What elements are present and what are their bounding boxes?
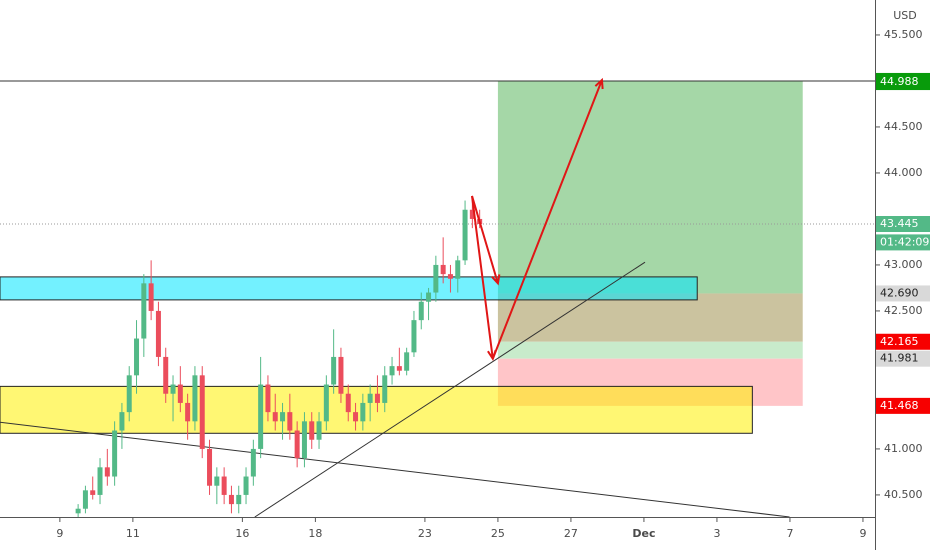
- candle-body: [353, 412, 359, 422]
- candle-body: [418, 301, 424, 321]
- candle-body: [360, 402, 366, 422]
- y-tick-label: 42.500: [884, 304, 923, 317]
- candle-body: [462, 209, 468, 261]
- candle-body: [404, 352, 410, 371]
- candle-body: [338, 356, 344, 394]
- x-tick-label: 11: [126, 527, 140, 540]
- zone: [497, 80, 803, 294]
- price-label-bg: [876, 333, 930, 350]
- candle-body: [170, 384, 176, 394]
- price-label-bg: [876, 285, 930, 302]
- x-tick-label: 23: [418, 527, 432, 540]
- y-tick-label: 40.500: [884, 488, 923, 501]
- price-label-bg: [876, 234, 930, 251]
- zone: [497, 341, 803, 359]
- price-label: 42.690: [880, 286, 919, 299]
- price-label-bg: [876, 350, 930, 367]
- candle-body: [272, 412, 278, 422]
- price-label: 43.445: [880, 217, 919, 230]
- candle-body: [258, 384, 264, 449]
- candle-body: [433, 264, 439, 293]
- candle-body: [228, 494, 234, 505]
- candle-body: [316, 421, 322, 440]
- candle-body: [141, 283, 147, 339]
- candle-body: [104, 467, 110, 477]
- candle-body: [367, 393, 373, 403]
- plot-area: [0, 77, 875, 517]
- x-tick-label: 3: [713, 527, 720, 540]
- candle-body: [236, 494, 242, 505]
- candle-body: [199, 375, 205, 449]
- candle-body: [82, 490, 88, 509]
- candle-body: [97, 467, 103, 495]
- candle-body: [382, 375, 388, 403]
- price-label: 01:42:09: [880, 235, 929, 248]
- candle-body: [374, 393, 380, 403]
- y-tick-label: 43.000: [884, 258, 923, 271]
- candle-body: [440, 264, 446, 275]
- zone: [0, 385, 753, 434]
- price-label-bg: [876, 74, 930, 91]
- x-tick-label: Dec: [632, 527, 655, 540]
- candle-body: [221, 476, 227, 495]
- candle-body: [134, 338, 140, 376]
- candle-body: [155, 310, 161, 357]
- candle-body: [447, 274, 453, 279]
- x-tick-label: 16: [235, 527, 249, 540]
- candle-body: [301, 421, 307, 459]
- currency-label: USD: [893, 9, 917, 22]
- candle-body: [287, 412, 293, 431]
- x-tick-label: 25: [491, 527, 505, 540]
- y-tick-label: 44.000: [884, 166, 923, 179]
- candle-body: [163, 356, 169, 394]
- candle-body: [265, 384, 271, 413]
- candle-body: [426, 292, 432, 302]
- x-tick-label: 9: [56, 527, 63, 540]
- candle-body: [90, 490, 96, 495]
- candle-body: [331, 356, 337, 385]
- x-tick-label: 18: [308, 527, 322, 540]
- candle-body: [411, 320, 417, 353]
- candle-body: [75, 508, 81, 514]
- x-tick-label: 27: [564, 527, 578, 540]
- candle-body: [207, 448, 213, 486]
- candle-body: [243, 476, 249, 495]
- price-label-bg: [876, 397, 930, 414]
- candle-body: [192, 375, 198, 422]
- candle-body: [294, 430, 300, 459]
- price-label: 42.165: [880, 335, 919, 348]
- trend-line: [254, 261, 646, 517]
- zone: [497, 293, 803, 342]
- price-label: 41.981: [880, 352, 919, 365]
- y-tick-label: 44.500: [884, 120, 923, 133]
- trend-line: [0, 421, 790, 517]
- candle-body: [469, 209, 475, 219]
- arrow: [471, 195, 501, 286]
- y-tick-label: 41.000: [884, 442, 923, 455]
- candle-body: [148, 283, 154, 311]
- x-tick-label: 9: [859, 527, 866, 540]
- y-tick-label: 45.500: [884, 28, 923, 41]
- candle-body: [185, 402, 191, 422]
- candle-body: [309, 421, 315, 440]
- candle-body: [214, 476, 220, 486]
- price-label-bg: [876, 216, 930, 233]
- candle-body: [345, 393, 351, 413]
- candle-body: [280, 412, 286, 422]
- price-label: 41.468: [880, 399, 919, 412]
- candle-body: [126, 375, 132, 413]
- candle-body: [177, 384, 183, 403]
- candle-body: [396, 366, 402, 371]
- candle-body: [389, 366, 395, 376]
- candle-body: [323, 384, 329, 422]
- candle-body: [112, 430, 118, 477]
- x-tick-label: 7: [786, 527, 793, 540]
- price-label: 44.988: [880, 75, 919, 88]
- candle-body: [250, 448, 256, 477]
- candle-body: [455, 260, 461, 279]
- candle-body: [119, 412, 125, 431]
- arrow: [491, 77, 604, 360]
